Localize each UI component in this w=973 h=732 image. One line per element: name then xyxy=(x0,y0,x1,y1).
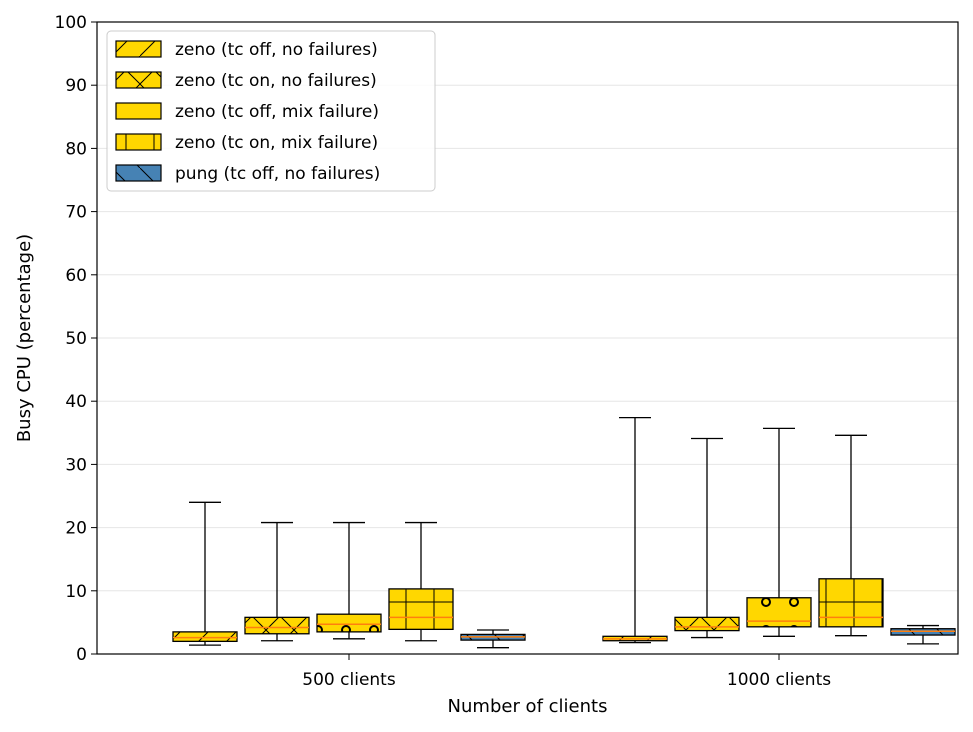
box-hatch xyxy=(173,631,237,642)
box-plot xyxy=(244,521,310,642)
legend-item: zeno (tc off, mix failure) xyxy=(115,102,379,122)
y-tick-label: 90 xyxy=(65,76,87,96)
box-hatch xyxy=(675,617,739,631)
legend-label: zeno (tc on, no failures) xyxy=(175,71,377,91)
legend-swatch-outline xyxy=(115,40,162,58)
y-tick-label: 100 xyxy=(55,13,87,33)
box-hatch xyxy=(747,597,811,627)
y-axis-label: Busy CPU (percentage) xyxy=(14,234,35,442)
legend-item: zeno (tc off, no failures) xyxy=(115,40,378,60)
y-tick-label: 10 xyxy=(65,582,87,602)
legend-label: pung (tc off, no failures) xyxy=(175,164,380,184)
legend-swatch-hatch xyxy=(116,72,161,88)
box-hatch xyxy=(389,588,453,630)
legend: zeno (tc off, no failures) zeno (tc on, n… xyxy=(106,30,436,192)
box-outline xyxy=(818,578,884,628)
y-tick-label: 80 xyxy=(65,139,87,159)
legend-label: zeno (tc off, mix failure) xyxy=(175,102,379,122)
y-tick-label: 40 xyxy=(65,392,87,412)
box-outline xyxy=(316,613,382,633)
legend-item: zeno (tc on, mix failure) xyxy=(115,133,378,153)
y-tick-label: 60 xyxy=(65,266,87,286)
box-plot xyxy=(890,624,956,645)
box-outline xyxy=(674,616,740,632)
box-hatch xyxy=(819,578,883,627)
y-tick-label: 0 xyxy=(76,645,87,665)
box-plot xyxy=(460,629,526,649)
box-outline xyxy=(388,588,454,631)
box-outline xyxy=(172,631,238,643)
box-plot xyxy=(316,521,382,640)
x-tick-label: 500 clients xyxy=(302,670,396,690)
y-tick-label: 50 xyxy=(65,329,87,349)
box-plot xyxy=(602,416,668,644)
box-hatch xyxy=(245,617,309,634)
legend-frame xyxy=(106,30,436,192)
legend-swatch-outline xyxy=(115,164,162,182)
boxes xyxy=(172,416,956,649)
y-tick-label: 30 xyxy=(65,455,87,475)
legend-label: zeno (tc on, mix failure) xyxy=(175,133,378,153)
x-axis-label: Number of clients xyxy=(448,696,608,717)
box-plot xyxy=(818,434,884,637)
legend-swatch-hatch xyxy=(116,103,161,119)
legend-swatch-outline xyxy=(115,71,162,89)
legend-swatch-outline xyxy=(115,102,162,120)
box-outline xyxy=(746,597,812,628)
x-tick-label: 1000 clients xyxy=(727,670,831,690)
axes: 0 10 20 30 40 50 60 70 80 90 100 500 clients 1000 cl… xyxy=(55,13,832,690)
legend-item: zeno (tc on, no failures) xyxy=(115,71,377,91)
box-hatch xyxy=(317,614,381,632)
box-plot xyxy=(172,501,238,646)
box-plot xyxy=(746,427,812,637)
box-plot xyxy=(388,521,454,642)
legend-swatch-hatch xyxy=(116,41,161,57)
box-outline xyxy=(244,616,310,635)
y-tick-label: 70 xyxy=(65,203,87,223)
y-tick-label: 20 xyxy=(65,519,87,539)
legend-label: zeno (tc off, no failures) xyxy=(175,40,378,60)
legend-swatch-outline xyxy=(115,133,162,151)
box-plot xyxy=(674,437,740,639)
legend-item: pung (tc off, no failures) xyxy=(115,164,380,184)
legend-swatch-hatch xyxy=(116,134,161,150)
legend-swatch-hatch xyxy=(116,165,161,181)
